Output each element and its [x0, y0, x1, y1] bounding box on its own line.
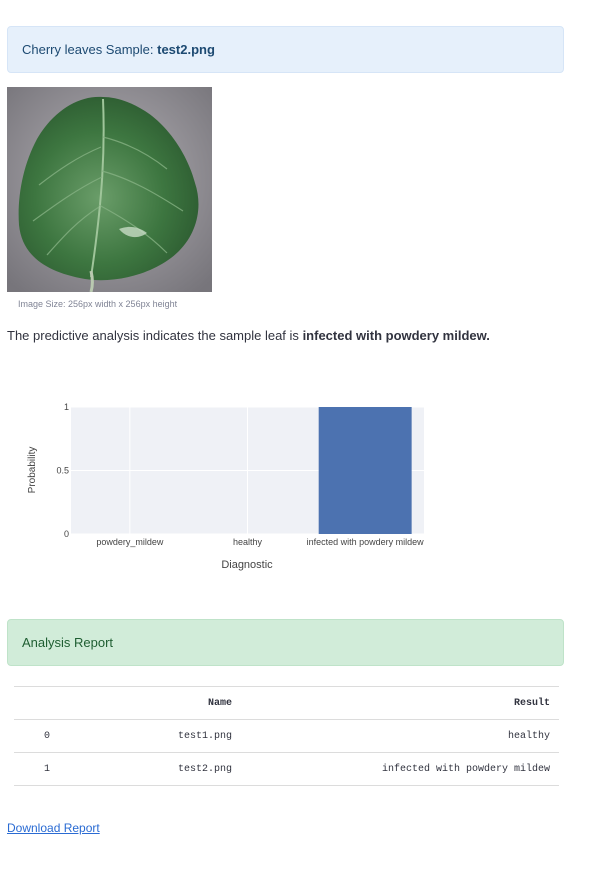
analysis-report-box: Analysis Report: [7, 619, 564, 666]
header-name: Name: [207, 697, 232, 709]
table-row: 0 test1.png healthy: [14, 719, 559, 753]
header-index: [14, 687, 73, 720]
x-tick-label: infected with powdery mildew: [307, 537, 425, 547]
analysis-report-title: Analysis Report: [22, 635, 114, 650]
header-result: Result: [513, 697, 550, 709]
probability-chart: 00.51 powdery_mildew healthy infected with…: [27, 402, 424, 571]
bars: [318, 407, 412, 534]
table-row: 1 test2.png infected with powdery mildew: [14, 752, 559, 786]
row-name: test1.png: [177, 730, 232, 742]
prediction-text: The predictive analysis indicates the sa…: [7, 328, 490, 343]
image-size-caption: Image Size: 256px width x 256px height: [18, 299, 178, 309]
row-index: 0: [44, 730, 51, 742]
sample-prefix: Cherry leaves Sample:: [22, 42, 154, 57]
row-name: test2.png: [177, 763, 232, 775]
table-header-row: Name Result: [14, 686, 559, 720]
prediction-result: infected with powdery mildew.: [302, 328, 490, 343]
x-axis-label: Diagnostic: [221, 559, 273, 571]
report-table: Name Result 0 test1.png healthy 1 test2.…: [14, 686, 559, 786]
download-report-link[interactable]: Download Report: [7, 821, 100, 835]
y-tick-label: 0.5: [56, 466, 69, 476]
x-tick-labels: powdery_mildew healthy infected with powde…: [96, 537, 424, 547]
x-tick-label: healthy: [233, 537, 263, 547]
y-axis-label: Probability: [27, 447, 38, 494]
y-tick-label: 0: [64, 529, 69, 539]
y-tick-label: 1: [64, 402, 69, 412]
sample-filename: test2.png: [157, 42, 215, 57]
x-tick-label: powdery_mildew: [96, 537, 164, 547]
prediction-lead: The predictive analysis indicates the sa…: [7, 328, 299, 343]
sample-info-text: Cherry leaves Sample: test2.png: [22, 42, 215, 57]
row-index: 1: [44, 763, 51, 775]
row-result: healthy: [507, 730, 550, 742]
sample-info-box: Cherry leaves Sample: test2.png: [7, 26, 564, 73]
y-tick-labels: 00.51: [56, 402, 69, 539]
bar-2: [318, 407, 412, 534]
leaf-image: [7, 87, 212, 292]
row-result: infected with powdery mildew: [381, 763, 550, 775]
